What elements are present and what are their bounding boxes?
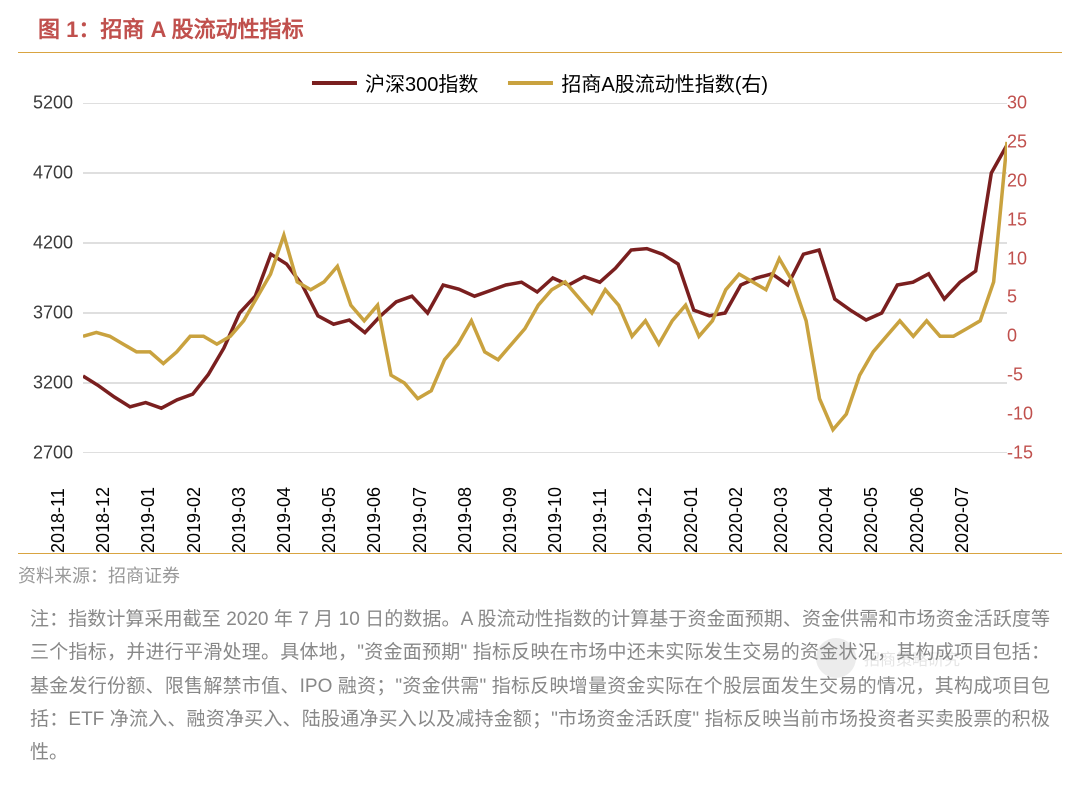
watermark: 招商策略研究 [816, 638, 960, 678]
legend-item-1: 沪深300指数 [312, 68, 478, 97]
y-left-tick: 4200 [33, 233, 73, 254]
y-right-tick: -5 [1007, 365, 1023, 386]
y-right-tick: 15 [1007, 209, 1027, 230]
chart-title: 图 1：招商 A 股流动性指标 [38, 12, 1042, 44]
y-left-tick: 3700 [33, 303, 73, 324]
y-left-tick: 3200 [33, 373, 73, 394]
plot-svg [83, 103, 1007, 453]
y-left-axis-labels: 520047004200370032002700 [18, 103, 78, 453]
watermark-icon [816, 638, 856, 678]
y-right-tick: 30 [1007, 93, 1027, 114]
legend-swatch-2 [508, 81, 553, 85]
chart-area: 沪深300指数 招商A股流动性指数(右) 5200470042003700320… [18, 68, 1062, 548]
plot-region [83, 103, 1007, 453]
source-line: 资料来源：招商证券 [18, 553, 1062, 588]
y-right-tick: 25 [1007, 131, 1027, 152]
legend-item-2: 招商A股流动性指数(右) [508, 68, 768, 97]
y-right-tick: 5 [1007, 287, 1017, 308]
y-left-tick: 5200 [33, 93, 73, 114]
legend-label-2: 招商A股流动性指数(右) [561, 68, 768, 97]
note-block: 注：指数计算采用截至 2020 年 7 月 10 日的数据。A 股流动性指数的计… [30, 603, 1050, 769]
y-right-tick: 0 [1007, 326, 1017, 347]
y-left-tick: 2700 [33, 443, 73, 464]
chart-title-bar: 图 1：招商 A 股流动性指标 [18, 0, 1062, 53]
y-right-tick: 20 [1007, 170, 1027, 191]
series-line [83, 145, 1007, 408]
watermark-text: 招商策略研究 [864, 646, 960, 670]
legend: 沪深300指数 招商A股流动性指数(右) [312, 68, 768, 97]
legend-label-1: 沪深300指数 [365, 68, 478, 97]
x-tick: 2020-07 [952, 533, 1042, 553]
x-axis-labels: 2018-112018-122019-012019-022019-032019-… [83, 458, 1007, 548]
y-right-tick: -15 [1007, 443, 1033, 464]
y-left-tick: 4700 [33, 163, 73, 184]
y-right-axis-labels: 302520151050-5-10-15 [1002, 103, 1062, 453]
y-right-tick: -10 [1007, 404, 1033, 425]
y-right-tick: 10 [1007, 248, 1027, 269]
legend-swatch-1 [312, 81, 357, 85]
